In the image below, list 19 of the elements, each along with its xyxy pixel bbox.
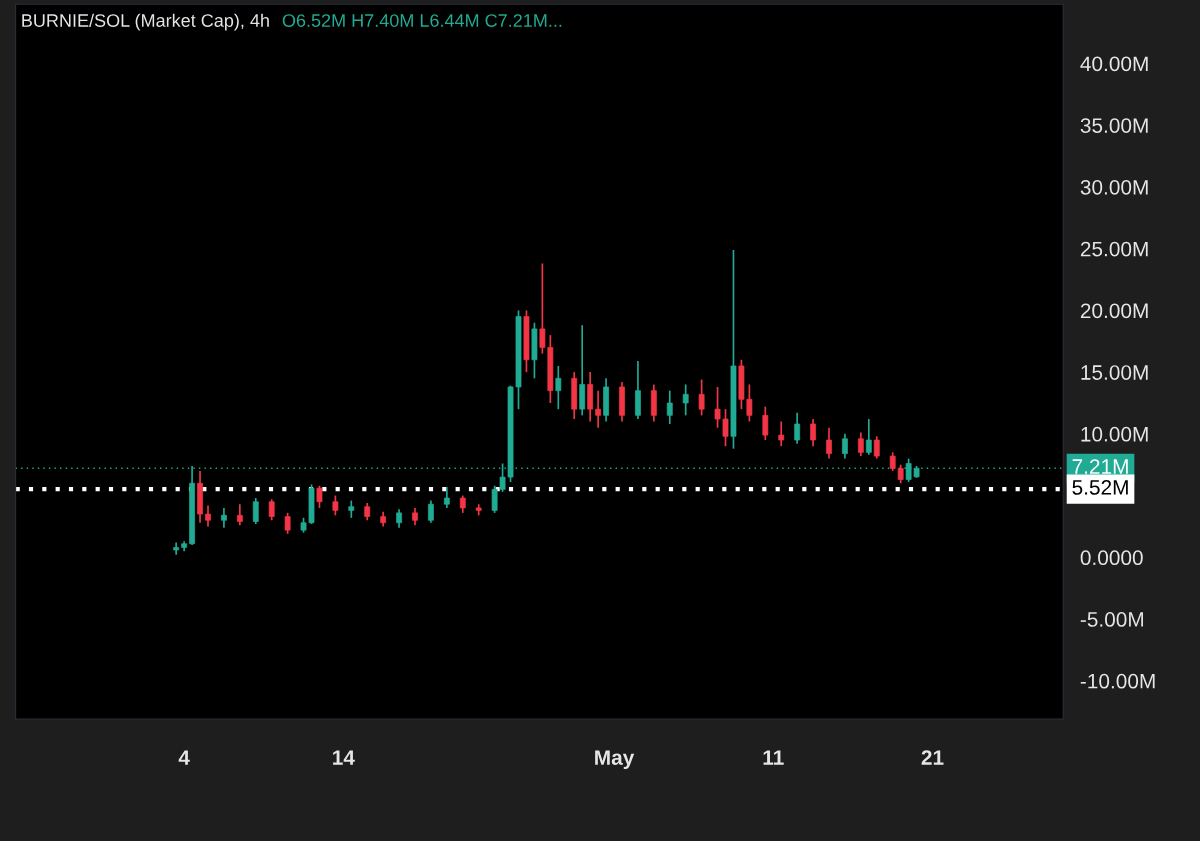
- y-tick-label: 20.00M: [1080, 303, 1148, 319]
- y-tick-label: 40.00M: [1080, 56, 1148, 72]
- y-tick-label: 25.00M: [1080, 241, 1148, 257]
- x-tick-label: 14: [333, 750, 355, 765]
- y-tick-label: -10.00M: [1080, 673, 1155, 689]
- x-tick-label: 4: [178, 750, 190, 765]
- x-tick-label: 11: [763, 750, 784, 765]
- chart-subtitle: O6.52M H7.40M L6.44M C7.21M...: [282, 14, 562, 27]
- ref-line-label: 7.21M: [1072, 459, 1128, 474]
- y-tick-label: 15.00M: [1081, 365, 1148, 380]
- y-tick-label: -5.00M: [1080, 612, 1143, 627]
- y-tick-label: 10.00M: [1081, 426, 1148, 442]
- x-tick-label: 21: [921, 750, 944, 765]
- x-tick-label: May: [595, 750, 635, 770]
- y-tick-label: 0.0000: [1080, 550, 1143, 566]
- y-tick-label: 30.00M: [1080, 179, 1148, 195]
- ref-line-label: 5.52M: [1072, 480, 1128, 495]
- y-tick-label: 35.00M: [1080, 118, 1148, 133]
- chart-title: BURNIE/SOL (Market Cap), 4h: [22, 13, 269, 31]
